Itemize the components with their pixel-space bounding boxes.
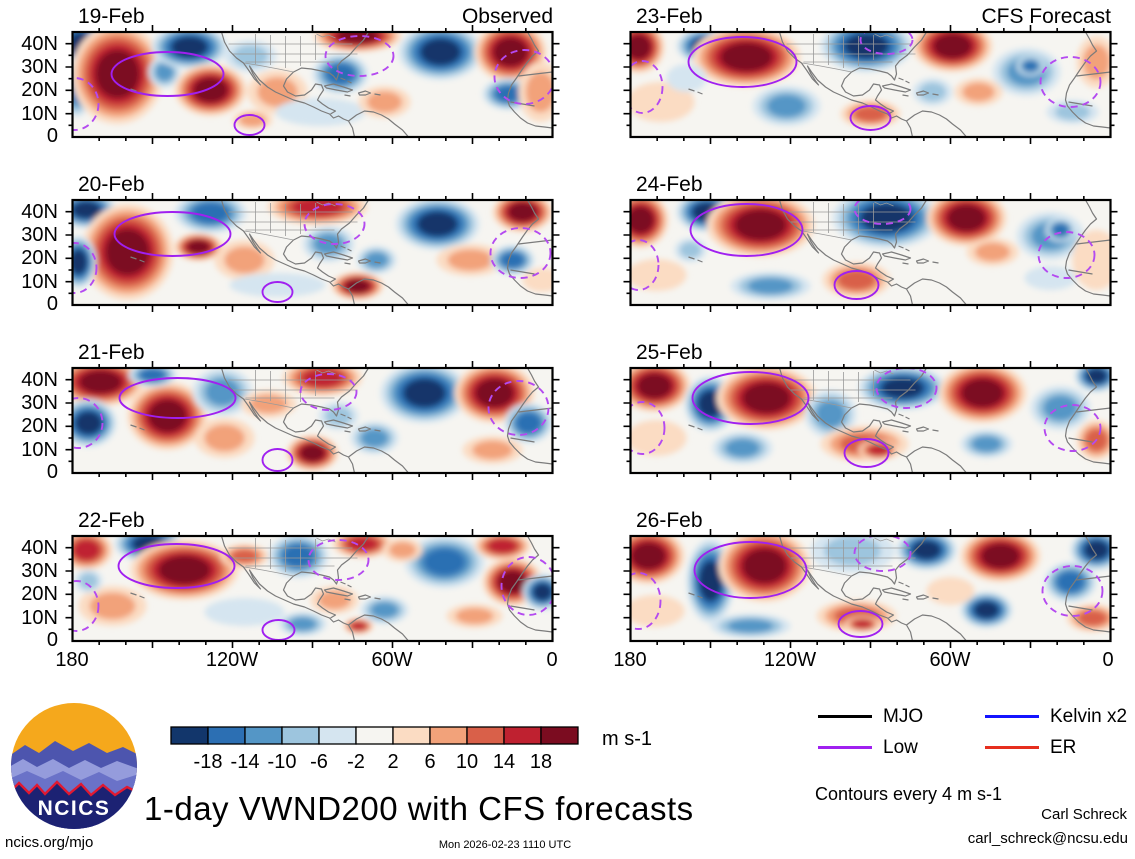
lat-tick-label: 40N xyxy=(21,200,58,223)
legend-line-low xyxy=(818,746,872,749)
lon-tick-label: 180 xyxy=(55,649,89,671)
lon-tick-label: 120W xyxy=(205,649,259,671)
legend-label: Low xyxy=(883,737,918,758)
legend-item-mjo: MJO xyxy=(818,706,923,727)
colorbar-unit-label: m s-1 xyxy=(602,728,652,750)
map-canvas xyxy=(623,529,1118,648)
timestamp: Mon 2026-02-23 1110 UTC xyxy=(438,839,572,851)
lon-tick-label: 180 xyxy=(613,649,647,671)
lat-tick-label: 10N xyxy=(21,606,58,629)
figure-title: 1-day VWND200 with CFS forecasts xyxy=(144,790,694,827)
lon-tick-label: 0 xyxy=(546,649,558,671)
legend-line-mjo xyxy=(818,715,872,718)
map-canvas xyxy=(623,25,1118,144)
colorbar: -18 -14 -10 -6 -2 2 6 10 14 18 xyxy=(170,725,650,782)
lat-tick-label: 20N xyxy=(21,79,58,102)
panel-date-label: 23-Feb xyxy=(636,5,703,28)
column-header-forecast: CFS Forecast xyxy=(981,5,1111,28)
panel-date-label: 19-Feb xyxy=(78,5,145,28)
panel-date-label: 20-Feb xyxy=(78,173,145,196)
map-panel: 23-Feb CFS Forecast xyxy=(623,5,1118,144)
lat-tick-label: 20N xyxy=(21,415,58,438)
colorbar-tick-label: -18 xyxy=(194,751,223,773)
lat-tick-label: 30N xyxy=(21,224,58,246)
legend-label: ER xyxy=(1050,737,1077,758)
panel-date-label: 22-Feb xyxy=(78,509,145,532)
lat-tick-label: 30N xyxy=(21,560,58,582)
lat-tick-label: 20N xyxy=(21,583,58,606)
author-credit: Carl Schreck xyxy=(1041,806,1127,823)
lat-tick-label: 40N xyxy=(21,536,58,559)
colorbar-tick-label: -14 xyxy=(231,751,260,773)
map-panel: 19-Feb Observed xyxy=(65,5,560,144)
ncics-logo: NCICS xyxy=(11,703,137,829)
map-panel: 21-Feb xyxy=(65,341,560,480)
colorbar-tick-label: 6 xyxy=(424,751,435,773)
lat-tick-label: 40N xyxy=(21,32,58,55)
lat-tick-label: 10N xyxy=(21,270,58,293)
lat-tick-label: 40N xyxy=(21,368,58,391)
colorbar-tick-label: -6 xyxy=(310,751,328,773)
map-panel: 24-Feb xyxy=(623,173,1118,312)
lon-tick-label: 60W xyxy=(929,649,971,671)
colorbar-tick-label: 10 xyxy=(456,751,478,773)
lon-tick-label: 0 xyxy=(1102,649,1114,671)
lat-tick-label: 0 xyxy=(46,461,58,483)
panel-date-label: 26-Feb xyxy=(636,509,703,532)
legend-label: MJO xyxy=(883,706,924,727)
lat-tick-label: 20N xyxy=(21,247,58,270)
colorbar-tick-label: 18 xyxy=(530,751,552,773)
map-panel: 25-Feb xyxy=(623,341,1118,480)
lat-tick-label: 0 xyxy=(46,125,58,147)
lat-tick-label: 0 xyxy=(46,629,58,651)
panel-date-label: 24-Feb xyxy=(636,173,703,196)
map-canvas xyxy=(65,529,560,648)
lon-tick-label: 60W xyxy=(371,649,413,671)
map-panel: 20-Feb xyxy=(65,173,560,312)
ncics-logo-text: NCICS xyxy=(38,797,111,820)
map-canvas xyxy=(65,25,560,144)
lat-tick-label: 0 xyxy=(46,293,58,315)
column-header-observed: Observed xyxy=(461,5,553,28)
author-email: carl_schreck@ncsu.edu xyxy=(967,830,1128,847)
legend-line-kelvin xyxy=(985,715,1039,718)
legend-item-low: Low xyxy=(818,737,918,758)
map-canvas xyxy=(623,193,1118,312)
lat-tick-label: 10N xyxy=(21,438,58,461)
legend-item-er: ER xyxy=(985,737,1076,758)
lat-tick-label: 30N xyxy=(21,56,58,78)
map-canvas xyxy=(65,361,560,480)
lat-tick-label: 10N xyxy=(21,102,58,125)
colorbar-tick-label: -10 xyxy=(268,751,297,773)
map-panel: 26-Feb xyxy=(623,509,1118,648)
colorbar-tick-label: 2 xyxy=(387,751,398,773)
map-canvas xyxy=(65,193,560,312)
legend-item-kelvin: Kelvin x2 xyxy=(985,706,1127,727)
map-canvas xyxy=(623,361,1118,480)
panel-date-label: 21-Feb xyxy=(78,341,145,364)
legend-label: Kelvin x2 xyxy=(1050,706,1128,727)
source-url: ncics.org/mjo xyxy=(5,834,94,851)
contour-interval-note: Contours every 4 m s-1 xyxy=(815,784,1003,804)
colorbar-tick-label: -2 xyxy=(347,751,365,773)
legend-line-er xyxy=(985,746,1039,749)
lat-tick-label: 30N xyxy=(21,392,58,414)
map-panel: 22-Feb xyxy=(65,509,560,648)
colorbar-tick-label: 14 xyxy=(493,751,515,773)
lon-tick-label: 120W xyxy=(763,649,817,671)
panel-date-label: 25-Feb xyxy=(636,341,703,364)
